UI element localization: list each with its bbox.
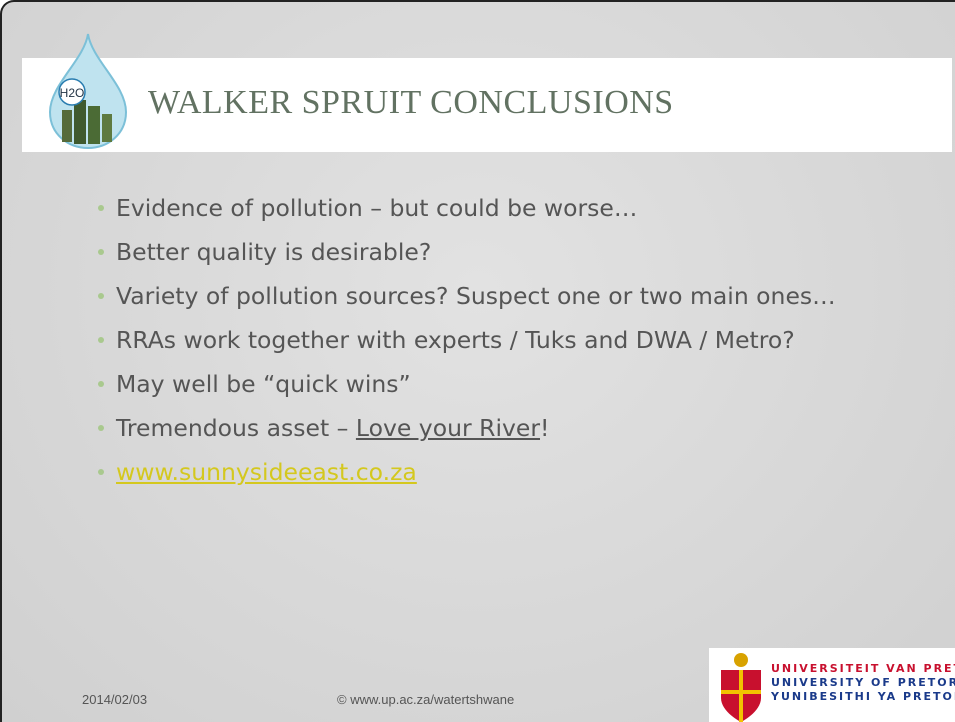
bullet: Better quality is desirable? — [98, 236, 838, 268]
bullet: RRAs work together with experts / Tuks a… — [98, 324, 838, 356]
bullet-text: Love your River — [355, 414, 540, 442]
link[interactable]: www.sunnysideeast.co.za — [116, 458, 417, 486]
footer-date: 2014/02/03 — [82, 692, 148, 707]
footer-copyright: © www.up.ac.za/watertshwane — [337, 692, 515, 707]
bullet: www.sunnysideeast.co.za — [98, 456, 838, 488]
logo: H2O — [48, 33, 128, 150]
bullet-text: May well be “quick wins” — [116, 370, 411, 398]
university-line: UNIVERSITY OF PRETORI — [771, 676, 955, 689]
crest — [721, 653, 761, 722]
bullet: May well be “quick wins” — [98, 368, 838, 400]
bullet-text: ! — [540, 414, 550, 442]
logo-text: H2O — [60, 86, 85, 100]
header: H2O WALKER SPRUIT CONCLUSIONS — [22, 33, 952, 152]
bullet: Tremendous asset – Love your River! — [98, 412, 838, 444]
university-line: UNIVERSITEIT VAN PRETORI — [771, 662, 955, 675]
slide-title: WALKER SPRUIT CONCLUSIONS — [148, 84, 674, 121]
university-logo: UNIVERSITEIT VAN PRETORI UNIVERSITY OF P… — [709, 648, 955, 722]
bullet-text: RRAs work together with experts / Tuks a… — [116, 326, 795, 354]
bullet-text: Tremendous asset – — [116, 414, 356, 442]
bullet-text: Evidence of pollution – but could be wor… — [116, 194, 638, 222]
bullet-text: Variety of pollution sources? Suspect on… — [116, 282, 836, 310]
university-line: YUNIBESITHI YA PRETORI — [771, 690, 955, 703]
bullet-text: Better quality is desirable? — [116, 238, 432, 266]
bullet: Variety of pollution sources? Suspect on… — [98, 280, 838, 312]
bullet-list: Evidence of pollution – but could be wor… — [98, 192, 838, 500]
bullet: Evidence of pollution – but could be wor… — [98, 192, 838, 224]
